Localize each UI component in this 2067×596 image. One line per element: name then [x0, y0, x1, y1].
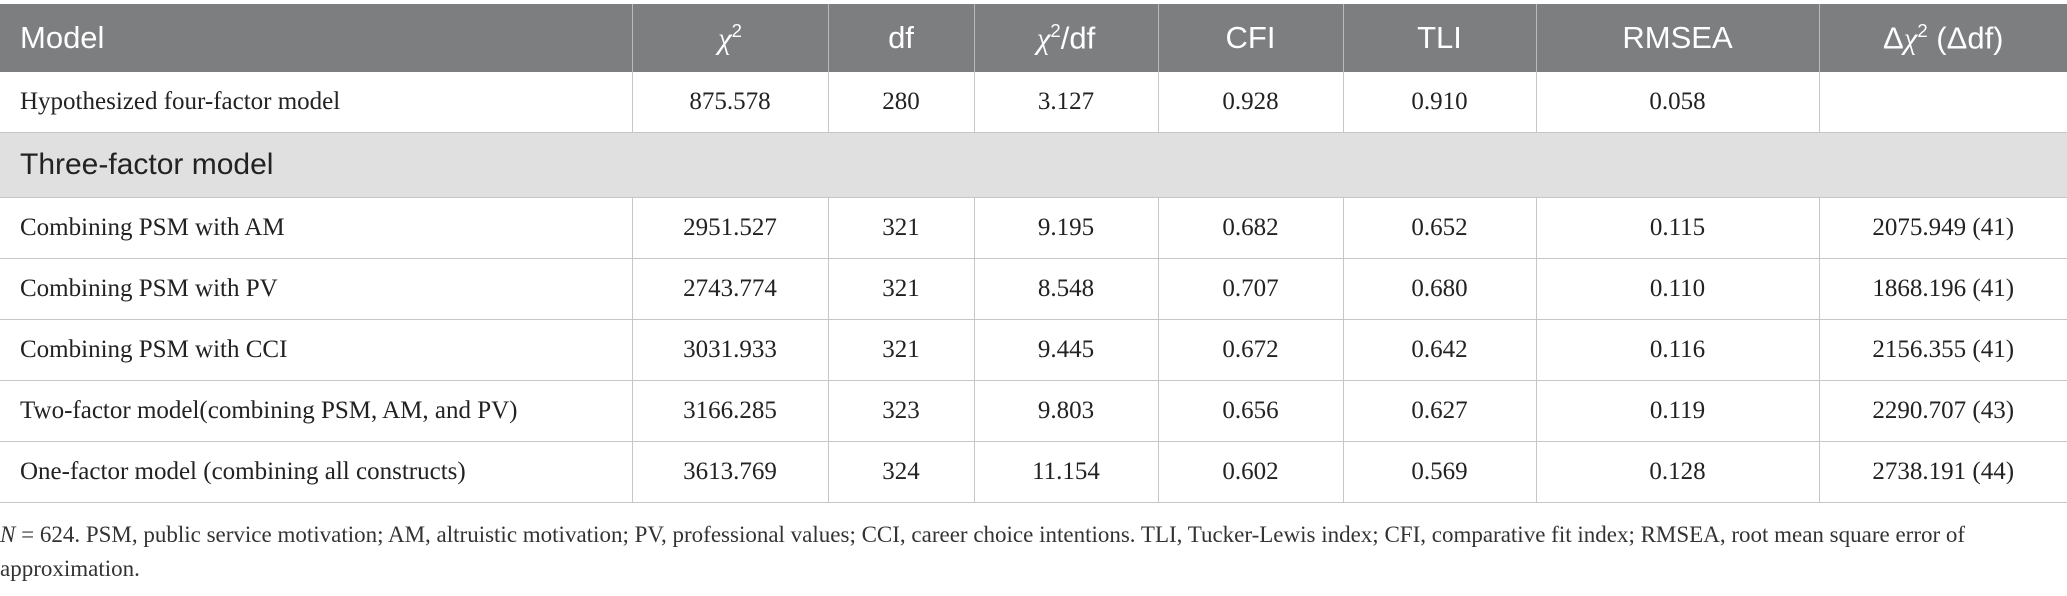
model-fit-table: Model χ2 df χ2/df CFI TLI RMSEA Δχ2 (Δdf…	[0, 4, 2067, 503]
table-row: Two-factor model(combining PSM, AM, and …	[0, 380, 2067, 442]
cell-delta	[1819, 72, 2067, 133]
ratio-suffix: /df	[1060, 20, 1096, 56]
cell-df: 321	[828, 258, 975, 320]
table-row: Combining PSM with PV 2743.774 321 8.548…	[0, 258, 2067, 320]
cell-chi2: 3613.769	[632, 441, 829, 503]
cell-chi2: 2951.527	[632, 197, 829, 259]
cell-cfi: 0.707	[1158, 258, 1344, 320]
header-model: Model	[0, 4, 633, 72]
cell-chi2: 3031.933	[632, 319, 829, 381]
header-tli: TLI	[1343, 4, 1537, 72]
cell-tli: 0.569	[1343, 441, 1537, 503]
cell-model: Combining PSM with AM	[0, 197, 633, 259]
cell-tli: 0.642	[1343, 319, 1537, 381]
cell-df: 324	[828, 441, 975, 503]
cell-delta: 2738.191 (44)	[1819, 441, 2067, 503]
footnote-text: = 624. PSM, public service motivation; A…	[0, 522, 1966, 581]
cell-ratio: 9.445	[974, 319, 1159, 381]
footnote-n-symbol: N	[0, 522, 16, 547]
header-df: df	[828, 4, 975, 72]
cell-tli: 0.680	[1343, 258, 1537, 320]
cell-delta: 1868.196 (41)	[1819, 258, 2067, 320]
header-delta-chi: Δχ2 (Δdf)	[1819, 4, 2067, 72]
cell-model: Hypothesized four-factor model	[0, 72, 633, 133]
cell-chi2: 2743.774	[632, 258, 829, 320]
cell-cfi: 0.602	[1158, 441, 1344, 503]
cell-delta: 2156.355 (41)	[1819, 319, 2067, 381]
cell-cfi: 0.672	[1158, 319, 1344, 381]
delta-prefix: Δ	[1882, 20, 1904, 56]
delta-suffix: (Δdf)	[1927, 20, 2004, 56]
header-rmsea: RMSEA	[1536, 4, 1820, 72]
cell-tli: 0.652	[1343, 197, 1537, 259]
header-chi-ratio: χ2/df	[974, 4, 1159, 72]
cell-rmsea: 0.119	[1536, 380, 1820, 442]
cell-ratio: 11.154	[974, 441, 1159, 503]
cell-delta: 2290.707 (43)	[1819, 380, 2067, 442]
section-label: Three-factor model	[0, 132, 2067, 198]
table-row: Combining PSM with AM 2951.527 321 9.195…	[0, 197, 2067, 259]
cell-df: 280	[828, 72, 975, 133]
cell-rmsea: 0.115	[1536, 197, 1820, 259]
cell-cfi: 0.682	[1158, 197, 1344, 259]
cell-model: One-factor model (combining all construc…	[0, 441, 633, 503]
cell-rmsea: 0.128	[1536, 441, 1820, 503]
chi-symbol: χ	[1036, 20, 1051, 56]
section-row: Three-factor model	[0, 132, 2067, 198]
cell-model: Two-factor model(combining PSM, AM, and …	[0, 380, 633, 442]
cell-model: Combining PSM with CCI	[0, 319, 633, 381]
table-body: Hypothesized four-factor model 875.578 2…	[0, 72, 2067, 503]
cell-tli: 0.627	[1343, 380, 1537, 442]
cell-df: 321	[828, 197, 975, 259]
cell-rmsea: 0.058	[1536, 72, 1820, 133]
chi-exponent: 2	[1050, 19, 1061, 41]
chi-exponent: 2	[1917, 19, 1928, 41]
cell-rmsea: 0.110	[1536, 258, 1820, 320]
chi-symbol: χ	[718, 20, 732, 56]
table-row: One-factor model (combining all construc…	[0, 441, 2067, 503]
cell-model: Combining PSM with PV	[0, 258, 633, 320]
cell-cfi: 0.928	[1158, 72, 1344, 133]
cell-ratio: 9.195	[974, 197, 1159, 259]
cell-df: 323	[828, 380, 975, 442]
cell-ratio: 9.803	[974, 380, 1159, 442]
table-row: Hypothesized four-factor model 875.578 2…	[0, 72, 2067, 133]
cell-rmsea: 0.116	[1536, 319, 1820, 381]
cell-ratio: 3.127	[974, 72, 1159, 133]
cell-df: 321	[828, 319, 975, 381]
cell-ratio: 8.548	[974, 258, 1159, 320]
header-cfi: CFI	[1158, 4, 1344, 72]
header-row: Model χ2 df χ2/df CFI TLI RMSEA Δχ2 (Δdf…	[0, 4, 2067, 72]
cell-chi2: 3166.285	[632, 380, 829, 442]
cell-chi2: 875.578	[632, 72, 829, 133]
table-row: Combining PSM with CCI 3031.933 321 9.44…	[0, 319, 2067, 381]
table-header: Model χ2 df χ2/df CFI TLI RMSEA Δχ2 (Δdf…	[0, 4, 2067, 72]
header-chi-square: χ2	[632, 4, 829, 72]
cell-delta: 2075.949 (41)	[1819, 197, 2067, 259]
chi-exponent: 2	[731, 19, 742, 41]
chi-symbol: χ	[1903, 20, 1918, 56]
cell-cfi: 0.656	[1158, 380, 1344, 442]
table-footnote: N = 624. PSM, public service motivation;…	[0, 518, 2060, 586]
cell-tli: 0.910	[1343, 72, 1537, 133]
